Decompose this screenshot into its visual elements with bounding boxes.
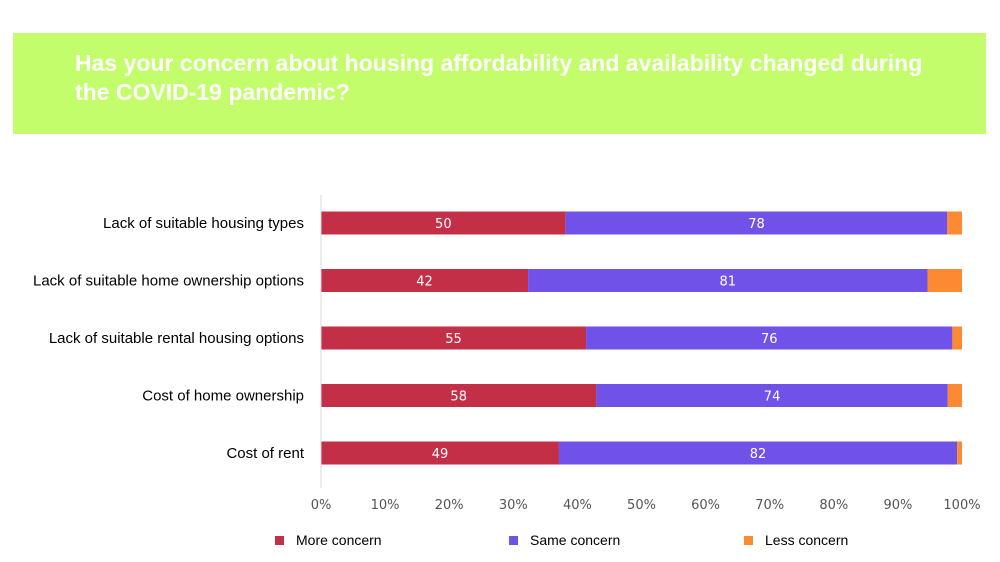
x-tick-label: 70% <box>755 498 784 513</box>
x-tick-label: 40% <box>563 498 592 513</box>
x-tick-label: 100% <box>943 498 980 513</box>
legend-label: Same concern <box>530 532 621 548</box>
chart-title: Has your concern about housing affordabi… <box>75 50 923 105</box>
bar-segment <box>952 326 962 350</box>
x-tick-label: 10% <box>371 498 400 513</box>
bar-segment <box>586 326 953 350</box>
legend-item-same-concern: Same concern <box>509 532 620 548</box>
legend-label: Less concern <box>765 532 849 548</box>
bar-segment <box>321 384 597 407</box>
category-label: Lack of suitable rental housing options <box>49 330 304 347</box>
legend-item-less-concern: Less concern <box>744 532 848 548</box>
bar-segment <box>321 326 587 350</box>
legend-item-more-concern: More concern <box>275 532 382 548</box>
bar-segment <box>957 441 962 465</box>
legend-swatch <box>509 535 518 545</box>
data-label: 82 <box>750 447 767 462</box>
bar-segment <box>321 441 559 465</box>
stacked-bar-chart: Lack of suitable housing types Lack of su… <box>33 195 981 513</box>
data-label: 50 <box>435 217 452 232</box>
bar-segment <box>528 269 928 292</box>
data-label: 81 <box>720 275 737 290</box>
bar-segment <box>565 211 948 235</box>
legend-swatch <box>275 535 284 545</box>
x-tick-label: 90% <box>883 498 912 513</box>
bar-segment <box>947 211 962 235</box>
title-banner: Has your concern about housing affordabi… <box>13 33 986 134</box>
bar-segment <box>558 441 958 465</box>
category-label: Cost of rent <box>226 445 304 462</box>
x-tick-label: 50% <box>627 498 656 513</box>
data-label: 55 <box>445 332 462 347</box>
legend: More concern Same concern Less concern <box>0 532 1000 552</box>
data-label: 74 <box>764 390 781 405</box>
legend-label: More concern <box>296 532 382 548</box>
x-tick-label: 60% <box>691 498 720 513</box>
category-label: Cost of home ownership <box>142 388 304 405</box>
data-label: 49 <box>432 447 449 462</box>
category-label: Lack of suitable home ownership options <box>33 273 304 290</box>
bar-segment <box>947 384 962 407</box>
x-tick-label: 30% <box>499 498 528 513</box>
data-label: 58 <box>450 390 467 405</box>
legend-swatch <box>744 535 753 545</box>
x-tick-label: 0% <box>311 498 332 513</box>
bar-segment <box>596 384 948 407</box>
x-tick-label: 20% <box>435 498 464 513</box>
bar-segment <box>321 211 566 235</box>
data-label: 76 <box>761 332 778 347</box>
category-label: Lack of suitable housing types <box>103 215 304 232</box>
bar-segment <box>321 269 529 292</box>
bar-segment <box>927 269 962 292</box>
x-tick-label: 80% <box>819 498 848 513</box>
data-label: 78 <box>748 217 765 232</box>
data-label: 42 <box>416 275 433 290</box>
